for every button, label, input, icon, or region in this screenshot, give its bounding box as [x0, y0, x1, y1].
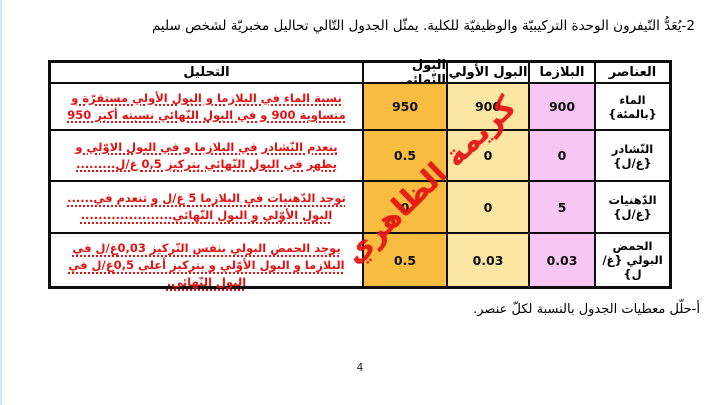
element-name: الدّهنيات [608, 193, 657, 207]
analysis-line: متساوية 900 و في البول النّهائي نسبته أك… [67, 107, 346, 122]
element-unit: {غ/ل} [613, 155, 652, 170]
element-name: النّشادر [611, 141, 654, 156]
element-unit: {غ/ل} [613, 207, 652, 221]
analysis-line: البول النّهائي. [166, 275, 247, 289]
water-plasma-value: 900 [529, 83, 595, 130]
column-header-elements: العناصر [595, 62, 670, 83]
analysis-line: يوجد الحمض البولي بنفس التّركيز 0,03غ/ل … [72, 241, 341, 255]
analysis-line: توجد الدّهنيات في البلازما 5 غ/ل و تنعدم… [67, 191, 346, 205]
ammonia-plasma-value: 0 [529, 130, 595, 181]
lipids-primary-urine-value: 0 [447, 181, 529, 233]
lipids-analysis-text: توجد الدّهنيات في البلازما 5 غ/ل و تنعدم… [50, 181, 363, 233]
analysis-line: يظهر في البول النّهائي بتركيز 0,5 غ/ل...… [76, 156, 337, 171]
row-uric-acid-element: الحمض البولي {غ/ل} [595, 233, 670, 287]
uric-acid-primary-urine-value: 0.03 [447, 233, 529, 287]
analysis-line: البلازما و البول الأوّلي و بتركيز أعلى 0… [68, 258, 345, 272]
task-instruction: أ-حلّل معطيات الجدول بالنسبة لكلّ عنصر. [473, 302, 700, 317]
element-unit: البولي {غ/ل} [602, 253, 663, 281]
analysis-line: البول الأوّلي و البول النّهائي..........… [80, 208, 333, 222]
uric-acid-final-urine-value: 0.5 [363, 233, 447, 287]
page-number: 4 [356, 362, 364, 374]
column-header-primary-urine: البول الأولي [447, 62, 529, 83]
element-name: الماء [619, 92, 646, 107]
row-water-element: الماء {بالمئة} [595, 83, 670, 130]
page-left-edge-shade [0, 0, 2, 405]
column-header-plasma: البلازما [529, 62, 595, 83]
row-ammonia-element: النّشادر {غ/ل} [595, 130, 670, 181]
ammonia-analysis-text: ينعدم النّشادر في البلازما و في البول ال… [50, 130, 363, 181]
lab-results-table: العناصر البلازما البول الأولي البول النّ… [48, 58, 672, 289]
lipids-plasma-value: 5 [529, 181, 595, 233]
water-analysis-text: نسبة الماء في البلازما و البول الأولي مس… [50, 83, 363, 130]
question-title: 2-يُعَدُّ النّيفرون الوحدة التركيبيّة وا… [151, 18, 695, 34]
water-primary-urine-value: 900 [447, 83, 529, 130]
analysis-line: نسبة الماء في البلازما و البول الأولي مس… [71, 90, 342, 105]
uric-acid-analysis-text: يوجد الحمض البولي بنفس التّركيز 0,03غ/ل … [50, 233, 363, 289]
ammonia-final-urine-value: 0.5 [363, 130, 447, 181]
uric-acid-plasma-value: 0.03 [529, 233, 595, 287]
element-name: الحمض [612, 239, 653, 253]
lipids-final-urine-value: 0 [363, 181, 447, 233]
water-final-urine-value: 950 [363, 83, 447, 130]
analysis-line: ينعدم النّشادر في البلازما و في البول ال… [75, 139, 338, 154]
ammonia-primary-urine-value: 0 [447, 130, 529, 181]
column-header-analysis: التحليل [50, 62, 363, 83]
element-unit: {بالمئة} [608, 106, 657, 121]
column-header-final-urine: البول النّهائي [363, 58, 447, 88]
row-lipids-element: الدّهنيات {غ/ل} [595, 181, 670, 233]
